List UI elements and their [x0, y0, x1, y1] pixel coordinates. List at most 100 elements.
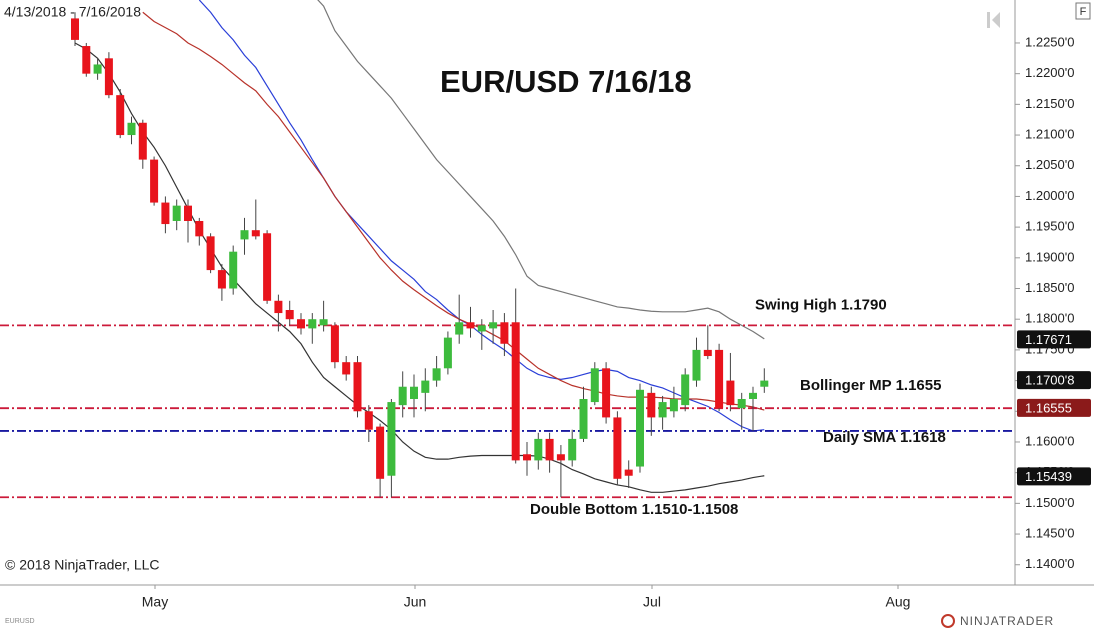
candle-body [636, 389, 644, 467]
candle-body [274, 300, 283, 314]
candle-body [138, 122, 147, 160]
candle-body [466, 322, 475, 329]
level-annotation: Swing High 1.1790 [755, 296, 887, 313]
candle-body [127, 122, 136, 136]
symbol: EURUSD [5, 618, 35, 625]
plot-area [0, 0, 1015, 499]
candle-body [376, 426, 385, 479]
price-badge [1017, 371, 1091, 390]
y-tick-label: 1.1850'0 [1025, 280, 1074, 295]
candle-body [319, 319, 328, 326]
y-tick-label: 1.1450'0 [1025, 525, 1074, 540]
candle-body [116, 95, 125, 136]
candle-body [511, 322, 520, 461]
y-tick-label: 1.1900'0 [1025, 249, 1074, 264]
candle-body [545, 438, 554, 461]
copyright: © 2018 NinjaTrader, LLC [5, 557, 160, 573]
candle-body [534, 438, 543, 461]
candle-body [613, 417, 622, 479]
candle-body [342, 362, 351, 375]
candle-body [500, 322, 509, 344]
candle-body [308, 319, 317, 329]
logo-icon [941, 614, 955, 628]
y-tick-label: 1.1800'0 [1025, 311, 1074, 326]
x-tick-label: Jun [404, 594, 427, 610]
candle-body [410, 386, 418, 400]
collapse-icon[interactable] [987, 12, 1000, 28]
price-badge-label: 1.17671 [1025, 332, 1072, 347]
icon-bar [987, 12, 990, 28]
level-annotation: Double Bottom 1.1510-1.1508 [530, 501, 738, 518]
button-frame [1075, 2, 1091, 20]
price-badge-label: 1.16555 [1025, 400, 1072, 415]
y-tick-label: 1.2150'0 [1025, 96, 1074, 111]
candle-body [703, 349, 712, 357]
candle-body [443, 337, 452, 369]
candle-body [330, 325, 339, 363]
candle-body [251, 230, 260, 237]
price-badge-label: 1.1700'8 [1025, 373, 1074, 388]
x-tick-label: Jul [643, 594, 661, 610]
candle-body [93, 64, 102, 74]
corner-button[interactable]: F [1075, 2, 1091, 20]
candle-body [568, 438, 577, 461]
candle-body [692, 349, 701, 381]
candle-body [726, 380, 735, 406]
candle-body [364, 411, 373, 430]
candle-body [579, 399, 588, 439]
candle-body [172, 205, 181, 221]
y-tick-label: 1.2000'0 [1025, 188, 1074, 203]
y-tick-label: 1.1600'0 [1025, 433, 1074, 448]
candle-body [455, 322, 464, 335]
chart-title: EUR/USD 7/16/18 [440, 64, 692, 99]
candle-body [285, 309, 294, 320]
y-tick-label: 1.2050'0 [1025, 157, 1074, 172]
y-tick-label: 1.2250'0 [1025, 34, 1074, 49]
candle-body [715, 349, 724, 409]
price-badge [1017, 398, 1091, 417]
indicator-line [317, 0, 765, 340]
candle-body [432, 368, 441, 381]
y-tick-label: 1.1950'0 [1025, 219, 1074, 234]
candle-body [624, 469, 633, 476]
candle-body [71, 18, 79, 40]
candle-body [556, 454, 565, 461]
candle-body [602, 368, 611, 418]
level-annotation: Bollinger MP 1.1655 [800, 377, 941, 394]
candle-body [398, 386, 407, 406]
icon-arrow [992, 12, 1000, 28]
candle-body [647, 392, 656, 418]
x-tick-label: Aug [886, 594, 911, 610]
candle-body [669, 399, 678, 412]
candle-body [263, 233, 272, 301]
candle-body [217, 270, 226, 289]
price-badge-label: 1.15439 [1025, 469, 1072, 484]
candle-body [489, 322, 498, 329]
candle-body [297, 319, 305, 329]
y-tick-label: 1.2200'0 [1025, 65, 1074, 80]
candle-body [150, 159, 159, 203]
price-badge [1017, 467, 1091, 486]
logo: NINJATRADER [960, 614, 1054, 628]
candle-body [387, 402, 396, 476]
y-tick-label: 1.1400'0 [1025, 556, 1074, 571]
candle-body [161, 202, 170, 225]
candle-body [590, 368, 599, 403]
candle-body [240, 230, 249, 240]
candle-body [658, 402, 667, 418]
candle-body [737, 399, 746, 409]
candle-body [195, 220, 204, 237]
candle-body [184, 205, 192, 221]
candle-body [421, 380, 430, 393]
candle-body [760, 380, 769, 387]
date-range: 4/13/2018 - 7/16/2018 [4, 4, 141, 20]
candle-body [229, 251, 238, 289]
candle-body [681, 374, 690, 406]
candle-body [104, 58, 113, 96]
indicator-line [142, 11, 765, 411]
level-annotation: Daily SMA 1.1618 [823, 429, 946, 446]
candle-body [749, 392, 757, 400]
